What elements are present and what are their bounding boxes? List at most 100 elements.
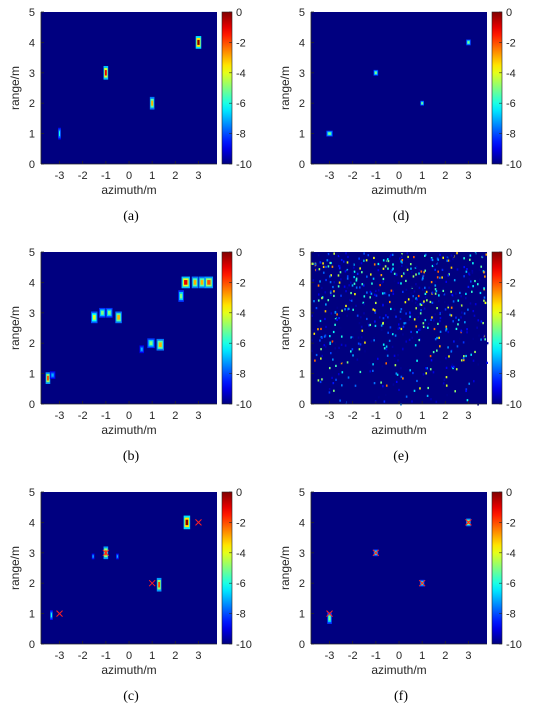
noise-point xyxy=(336,318,338,321)
noise-point xyxy=(382,343,385,346)
noise-point xyxy=(345,252,347,255)
noise-point xyxy=(372,308,375,311)
noise-point xyxy=(332,342,335,345)
noise-point xyxy=(421,288,424,291)
noise-point xyxy=(365,259,368,262)
noise-point xyxy=(400,282,402,285)
hotspot xyxy=(106,307,113,318)
noise-point xyxy=(440,309,443,312)
noise-point xyxy=(437,270,440,273)
noise-point xyxy=(400,264,403,268)
noise-point xyxy=(456,345,459,348)
noise-point xyxy=(363,303,365,306)
true-position-marker xyxy=(465,519,472,526)
noise-point xyxy=(319,261,322,264)
noise-point xyxy=(393,279,396,283)
noise-point xyxy=(468,272,470,275)
marker-stroke xyxy=(372,549,380,557)
colorbar-tick-label: 0 xyxy=(236,247,242,259)
noise-point xyxy=(447,306,450,309)
noise-point xyxy=(415,303,418,306)
noise-point xyxy=(349,350,352,353)
noise-point xyxy=(476,283,479,286)
noise-point xyxy=(312,329,314,332)
noise-point xyxy=(424,318,427,322)
noise-point xyxy=(443,301,446,304)
noise-point xyxy=(471,271,474,274)
noise-point xyxy=(320,348,322,351)
colorbar-tick-label: -8 xyxy=(236,129,246,141)
noise-point xyxy=(394,334,397,337)
noise-point xyxy=(361,271,363,274)
noise-point xyxy=(332,358,334,361)
x-tick-label: -2 xyxy=(348,170,358,182)
noise-point xyxy=(460,295,462,298)
y-tick-label: 2 xyxy=(299,338,305,350)
noise-point xyxy=(474,252,476,256)
noise-point xyxy=(450,306,453,309)
noise-point xyxy=(391,268,394,272)
hotspot xyxy=(45,372,51,384)
noise-point xyxy=(344,272,347,275)
noise-point xyxy=(411,299,414,303)
colorbar-tick-label: -8 xyxy=(236,609,246,621)
noise-point xyxy=(452,300,455,303)
noise-point xyxy=(364,350,366,353)
noise-point xyxy=(469,258,471,261)
noise-point xyxy=(349,297,352,300)
y-tick-label: 0 xyxy=(29,159,35,171)
noise-point xyxy=(364,341,366,344)
noise-point xyxy=(459,337,462,340)
noise-point xyxy=(375,294,378,297)
noise-point xyxy=(413,290,416,293)
noise-point xyxy=(437,299,440,303)
noise-point xyxy=(327,265,330,268)
colorbar-tick-label: -10 xyxy=(506,639,522,651)
colorbar-tick-label: -8 xyxy=(506,129,516,141)
noise-point xyxy=(416,359,418,362)
hotspot-layer xyxy=(58,131,61,136)
noise-point xyxy=(319,380,322,384)
colorbar-tick-label: -8 xyxy=(506,369,516,381)
noise-point xyxy=(444,275,446,279)
noise-point xyxy=(432,371,435,374)
noise-point xyxy=(379,263,381,266)
noise-point xyxy=(439,311,441,315)
noise-point xyxy=(473,314,476,317)
noise-point xyxy=(446,292,449,296)
colorbar-tick-label: -4 xyxy=(506,68,516,80)
noise-point xyxy=(437,322,439,325)
x-tick-label: -3 xyxy=(325,410,335,422)
noise-point xyxy=(416,331,418,334)
noise-point xyxy=(311,347,313,350)
noise-point xyxy=(347,255,349,259)
noise-point xyxy=(313,332,316,335)
noise-point xyxy=(329,281,332,284)
x-tick-label: 2 xyxy=(172,410,178,422)
x-tick-label: 1 xyxy=(149,410,155,422)
noise-point xyxy=(317,379,320,382)
plot-area xyxy=(41,12,217,164)
noise-point xyxy=(394,305,396,309)
colorbar-tick-label: -6 xyxy=(236,98,246,110)
colorbar-tick-label: -6 xyxy=(506,578,516,590)
noise-point xyxy=(339,262,341,266)
plot-area xyxy=(41,492,217,644)
noise-point xyxy=(450,254,453,257)
noise-point xyxy=(477,289,480,292)
noise-point xyxy=(480,320,483,323)
noise-point xyxy=(384,265,387,268)
noise-point xyxy=(429,368,432,371)
noise-point xyxy=(413,389,416,392)
noise-point xyxy=(421,275,424,278)
noise-point xyxy=(425,367,427,370)
noise-point xyxy=(438,336,440,339)
x-tick-label: -3 xyxy=(55,650,65,662)
noise-point xyxy=(362,259,365,262)
noise-point xyxy=(359,267,361,270)
colorbar-tick-label: -8 xyxy=(506,609,516,621)
noise-point xyxy=(465,389,467,393)
noise-point xyxy=(418,272,420,275)
noise-point xyxy=(386,259,389,262)
noise-point xyxy=(483,253,486,257)
